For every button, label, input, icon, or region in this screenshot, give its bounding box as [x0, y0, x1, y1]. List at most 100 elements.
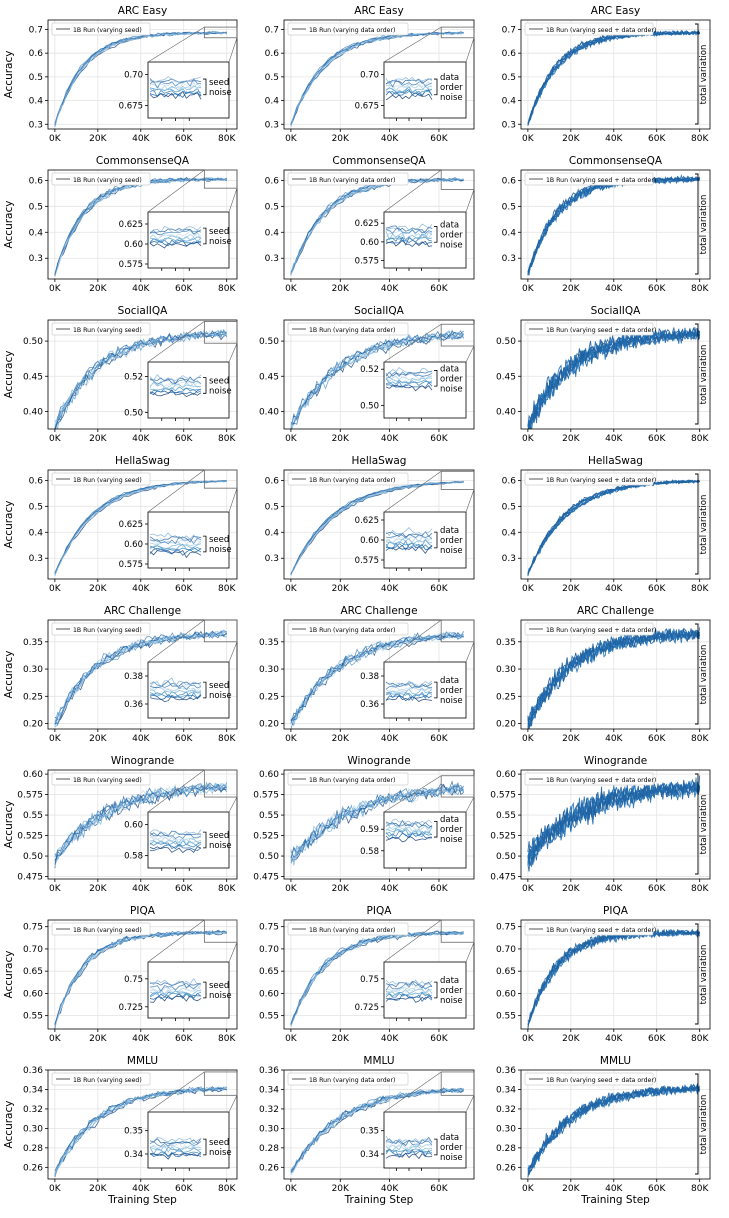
y-tick-label: 0.6 [502, 176, 517, 186]
inset-series-line [149, 1148, 202, 1158]
noise-label: data [440, 364, 459, 374]
noise-label: order [440, 686, 463, 696]
y-tick-label: 0.75 [23, 923, 43, 933]
panel-seed-winogrande: Winogrande 0K 20K 40K 60K 80K 0.475 0.50 0.525 0.… [3, 755, 238, 894]
noise-label: data [440, 815, 459, 825]
plot-frame [520, 1069, 711, 1180]
y-tick-label: 0.5 [502, 502, 516, 512]
legend-label: 1B Run (varying seed) [73, 1077, 142, 1084]
y-tick-label: 0.30 [496, 665, 516, 675]
y-tick-label: 0.32 [23, 1105, 43, 1115]
panel-total-hellaswag: HellaSwag 0K 20K 40K 60K 80K 0.3 0.4 0.5 0.6 1B Ru… [502, 455, 711, 594]
inset-series-line [149, 535, 202, 543]
y-tick-label: 0.28 [259, 1144, 279, 1154]
series-line [527, 479, 701, 575]
zoom-connector [465, 1095, 475, 1113]
x-tick-label: 80K [691, 884, 709, 894]
inset-series [385, 76, 433, 101]
zoom-connector [465, 641, 475, 663]
noise-label: data [440, 976, 459, 986]
x-tick-label: 80K [691, 284, 709, 294]
x-tick-label: 40K [605, 1034, 623, 1044]
legend-label: 1B Run (varying seed + data order) [546, 1077, 656, 1084]
legend: 1B Run (varying seed + data order) [524, 322, 656, 336]
noise-label: order [440, 536, 463, 546]
x-tick-label: 20K [89, 434, 107, 444]
panel-order-arc-challenge: ARC Challenge 0K 20K 40K 60K 0.20 0.25 0.30 0.35… [259, 605, 475, 744]
x-tick-label: 40K [132, 434, 150, 444]
x-tick-label: 60K [648, 284, 666, 294]
noise-bracket [434, 681, 438, 699]
x-tick-label: 80K [691, 734, 709, 744]
inset-y-tick-label: 0.70 [360, 70, 379, 80]
y-tick-label: 0.20 [259, 720, 279, 730]
inset-series-line [385, 223, 433, 231]
legend: 1B Run (varying seed) [51, 622, 151, 636]
panel-title: MMLU [600, 1055, 631, 1067]
series-line [528, 327, 701, 429]
inset-series-line [385, 76, 433, 86]
y-tick-label: 0.4 [29, 228, 44, 238]
y-tick-label: 0.6 [265, 49, 280, 59]
series-line [290, 1088, 464, 1171]
inset-series-line [385, 826, 433, 835]
series-line [290, 631, 464, 720]
legend: 1B Run (varying seed + data order) [524, 922, 656, 936]
legend-box [287, 172, 409, 186]
legend: 1B Run (varying seed) [51, 322, 151, 336]
legend-box [51, 22, 151, 36]
inset-series-line [149, 238, 202, 246]
inset-series-line [149, 1151, 202, 1160]
series-line [527, 775, 701, 872]
zoom-box [440, 619, 475, 643]
inset-series-line [385, 981, 433, 991]
noise-bracket [434, 226, 438, 243]
panel-title: ARC Easy [591, 5, 640, 17]
y-tick-label: 0.55 [259, 811, 279, 821]
noise-label: noise [209, 545, 232, 555]
inset-y-tick-label: 0.35 [360, 1127, 379, 1137]
y-axis-label: Accuracy [3, 1101, 15, 1149]
plot-frame [47, 619, 238, 730]
series-group [54, 629, 227, 728]
y-tick-label: 0.475 [253, 873, 279, 883]
legend-label: 1B Run (varying data order) [309, 927, 395, 934]
inset-series-line [149, 374, 202, 382]
y-tick-label: 0.36 [23, 1066, 43, 1076]
panel-total-mmlu: MMLU 0K 20K 40K 60K 80K 0.26 0.28 0.30 0.32 0.34 0.… [496, 1055, 711, 1206]
inset-series-line [385, 1142, 433, 1149]
inset-frame [147, 1111, 230, 1169]
y-tick-label: 0.60 [23, 770, 43, 780]
y-tick-label: 0.60 [259, 770, 279, 780]
panel-seed-arc-easy: ARC Easy 0K 20K 40K 60K 80K 0.3 0.4 0.5 0.6 0.7 1B … [3, 5, 238, 144]
inset-series [385, 680, 433, 702]
inset-series-line [385, 538, 433, 548]
y-tick-label: 0.75 [496, 923, 516, 933]
inset-series-line [149, 545, 202, 553]
x-tick-label: 20K [89, 734, 107, 744]
x-tick-label: 60K [175, 284, 193, 294]
zoom-connector [147, 26, 205, 63]
panel-title: SocialIQA [354, 305, 404, 317]
y-tick-label: 0.55 [496, 811, 516, 821]
legend-label: 1B Run (varying seed + data order) [546, 27, 656, 34]
zoom-connector [465, 796, 475, 813]
y-tick-label: 0.50 [259, 337, 279, 347]
x-tick-label: 60K [430, 134, 448, 144]
inset-series-line [385, 1152, 433, 1160]
inset-series-line [385, 1148, 433, 1159]
noise-label: noise [440, 240, 463, 250]
legend-box [287, 22, 409, 36]
zoom-connector [228, 1095, 238, 1113]
legend-label: 1B Run (varying data order) [309, 627, 395, 634]
panel-order-hellaswag: HellaSwag 0K 20K 40K 60K 0.3 0.4 0.5 0.6 1B Run (… [265, 455, 475, 594]
series-line [54, 783, 228, 858]
total-variation-label: total variation [699, 495, 709, 555]
x-tick-label: 0K [285, 284, 298, 294]
inset-series-line [385, 371, 433, 379]
series-line [527, 777, 701, 866]
x-tick-label: 20K [89, 134, 107, 144]
zoom-connector [383, 471, 442, 513]
